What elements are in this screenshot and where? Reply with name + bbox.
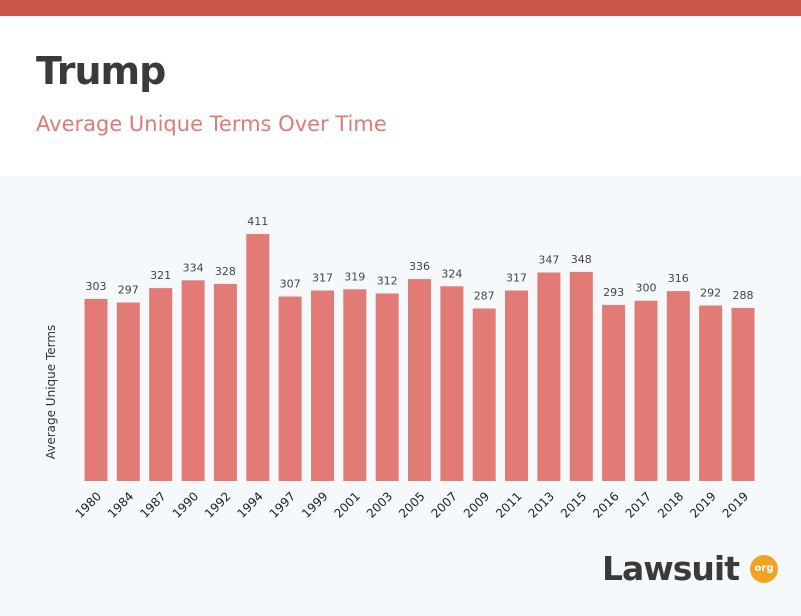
bar-value-label: 316 bbox=[668, 272, 689, 285]
bar-2019-19 bbox=[699, 305, 723, 481]
x-tick-label: 1987 bbox=[137, 489, 168, 520]
bar-value-label: 319 bbox=[344, 270, 365, 283]
bar-value-label: 312 bbox=[377, 275, 398, 288]
bar-1997-6 bbox=[278, 296, 302, 481]
bar-1980-0 bbox=[84, 298, 108, 481]
bar-1994-5 bbox=[246, 234, 270, 481]
bar-2013-14 bbox=[537, 272, 561, 481]
bar-value-label: 300 bbox=[636, 282, 657, 295]
x-tick-label: 2018 bbox=[655, 489, 686, 520]
x-tick-label: 2007 bbox=[429, 489, 460, 520]
bar-2007-11 bbox=[440, 286, 464, 481]
bar-1990-3 bbox=[181, 280, 205, 481]
bar-2011-13 bbox=[505, 290, 528, 481]
bar-2001-8 bbox=[343, 289, 367, 481]
bar-value-label: 287 bbox=[474, 290, 495, 303]
x-tick-label: 2001 bbox=[331, 489, 362, 520]
bar-1987-2 bbox=[149, 288, 173, 481]
y-axis-title: Average Unique Terms bbox=[44, 325, 58, 460]
top-accent-bar bbox=[0, 0, 801, 16]
bar-2005-10 bbox=[408, 279, 431, 481]
bar-2016-16 bbox=[602, 304, 626, 481]
bar-1992-4 bbox=[213, 283, 237, 481]
chart-subtitle: Average Unique Terms Over Time bbox=[36, 112, 387, 136]
x-axis-ticks: 1980 1984 1987 1990 1992 1994 1997 1999 2001 2003… bbox=[73, 489, 751, 520]
logo-badge: org bbox=[750, 555, 778, 583]
x-tick-label: 2005 bbox=[396, 489, 427, 520]
x-tick-label: 2019 bbox=[720, 489, 751, 520]
x-tick-label: 2009 bbox=[461, 489, 492, 520]
bar-value-label: 317 bbox=[312, 272, 333, 285]
bar-value-label: 411 bbox=[247, 215, 268, 228]
bar-value-label: 328 bbox=[215, 265, 236, 278]
x-tick-label: 2011 bbox=[493, 489, 524, 520]
lawsuit-org-logo: Lawsuit org bbox=[602, 552, 782, 592]
x-tick-label: 2017 bbox=[623, 489, 654, 520]
bar-value-label: 336 bbox=[409, 260, 430, 273]
bar-1999-7 bbox=[311, 290, 334, 481]
bar-1984-1 bbox=[116, 302, 140, 481]
bar-value-label: 321 bbox=[150, 269, 171, 282]
bar-value-label: 347 bbox=[538, 254, 559, 267]
bar-value-label: 334 bbox=[183, 261, 204, 274]
x-tick-label: 1999 bbox=[299, 489, 330, 520]
bar-chart: 303 297 321 334 328 411 307 317 319 312 336 324 287 3… bbox=[44, 215, 755, 521]
bar-value-label: 303 bbox=[86, 280, 107, 293]
chart-panel: 303 297 321 334 328 411 307 317 319 312 336 324 287 3… bbox=[0, 176, 801, 616]
x-tick-label: 2016 bbox=[590, 489, 621, 520]
data-labels-group: 303 297 321 334 328 411 307 317 319 312 336 324 287 3… bbox=[86, 215, 754, 303]
bar-value-label: 317 bbox=[506, 272, 527, 285]
bar-2015-15 bbox=[569, 271, 593, 481]
x-tick-label: 2013 bbox=[526, 489, 557, 520]
bar-value-label: 292 bbox=[700, 287, 721, 300]
x-tick-label: 1992 bbox=[202, 489, 233, 520]
bar-value-label: 307 bbox=[280, 278, 301, 291]
chart-header bbox=[0, 16, 801, 176]
logo-wordmark: Lawsuit bbox=[602, 549, 740, 588]
bar-2019-20 bbox=[731, 307, 755, 481]
bar-value-label: 288 bbox=[733, 289, 754, 302]
bar-2003-9 bbox=[375, 293, 399, 481]
x-tick-label: 2003 bbox=[364, 489, 395, 520]
x-tick-label: 1994 bbox=[234, 489, 265, 520]
chart-title: Trump bbox=[36, 49, 166, 93]
bar-2018-18 bbox=[666, 291, 690, 481]
bar-2017-17 bbox=[634, 300, 658, 481]
bars-group bbox=[84, 234, 755, 481]
x-tick-label: 1984 bbox=[105, 489, 136, 520]
bar-2009-12 bbox=[472, 308, 496, 481]
x-tick-label: 1980 bbox=[73, 489, 104, 520]
bar-value-label: 297 bbox=[118, 284, 139, 297]
bar-value-label: 348 bbox=[571, 253, 592, 266]
x-tick-label: 2019 bbox=[687, 489, 718, 520]
x-tick-label: 1997 bbox=[267, 489, 298, 520]
bar-value-label: 324 bbox=[441, 267, 462, 280]
bar-value-label: 293 bbox=[603, 286, 624, 299]
x-tick-label: 2015 bbox=[558, 489, 589, 520]
x-tick-label: 1990 bbox=[170, 489, 201, 520]
